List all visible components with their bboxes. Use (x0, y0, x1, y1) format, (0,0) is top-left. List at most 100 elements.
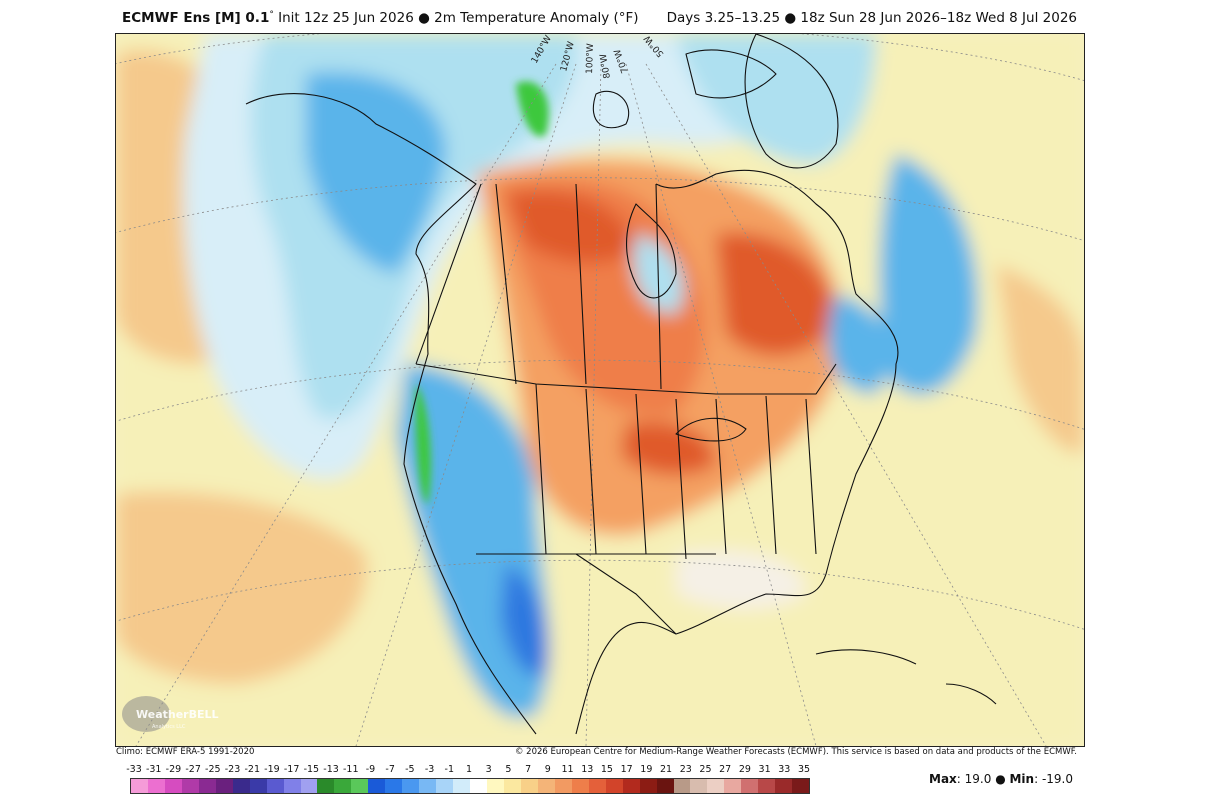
legend-swatch (724, 779, 742, 793)
legend-swatch (368, 779, 386, 793)
legend-swatch (351, 779, 369, 793)
legend-swatch (470, 779, 488, 793)
legend-label: -13 (323, 764, 339, 775)
legend-label: 13 (581, 764, 594, 775)
arctic-islands (592, 49, 777, 129)
climo-note: Climo: ECMWF ERA-5 1991-2020 (116, 747, 255, 757)
hudson-bay-coast (626, 203, 677, 299)
alaska-cool-anomaly (306, 72, 446, 274)
legend-swatch (402, 779, 420, 793)
max-min-readout: Max: 19.0 ● Min: -19.0 (929, 772, 1073, 786)
legend-swatch (164, 779, 182, 793)
model-name: ECMWF Ens [M] 0.1 (122, 10, 270, 26)
province-borders (495, 183, 662, 390)
legend-label: 19 (640, 764, 653, 775)
legend-label: -29 (165, 764, 182, 775)
legend-label: 7 (525, 764, 532, 775)
legend-label: 3 (485, 764, 492, 775)
legend-label: 9 (544, 764, 551, 775)
terrain-detail (415, 81, 549, 504)
great-lakes (675, 417, 747, 442)
legend-swatch (673, 779, 691, 793)
forecast-map: 140°W 120°W 100°W 80°W 70°W 50°W Weather… (115, 33, 1085, 747)
legend-label: 31 (758, 764, 771, 775)
legend-label: 27 (719, 764, 732, 775)
legend-label: 33 (778, 764, 791, 775)
logo-swirl (122, 696, 170, 732)
graticule-line (585, 63, 602, 746)
legend-swatch (520, 779, 538, 793)
min-label: Min (1009, 772, 1035, 786)
arctic-green-anomaly (516, 81, 549, 137)
valid-period: Days 3.25–13.25 ● 18z Sun 28 Jun 2026–18… (666, 10, 1077, 26)
legend-label: -15 (303, 764, 320, 775)
legend-swatch (775, 779, 793, 793)
degree-mark: ° (269, 10, 274, 20)
legend-swatch (334, 779, 352, 793)
legend-swatch (707, 779, 725, 793)
legend-label: 11 (561, 764, 574, 775)
legend-labels: -33 -31 -29 -27 -25 -23 -21 -19 -17 -15 -13 -11 -9 -7… (126, 764, 816, 778)
quebec-hot-spot (716, 232, 836, 356)
legend-label: 5 (505, 764, 512, 775)
anomaly-field (116, 34, 1084, 746)
legend-label: 29 (738, 764, 751, 775)
legend-label: 15 (600, 764, 613, 775)
legend-swatch (131, 779, 148, 793)
legend-swatch (605, 779, 623, 793)
cascade-green-anomaly (415, 384, 431, 504)
caribbean-islands (815, 649, 997, 705)
map-canvas: 140°W 120°W 100°W 80°W 70°W 50°W Weather… (116, 34, 1084, 746)
legend-swatch (588, 779, 606, 793)
legend-label: -11 (342, 764, 359, 775)
legend-label: -5 (405, 764, 415, 775)
mexico-cool-core (501, 564, 549, 676)
greenland-coast (744, 34, 839, 169)
legend-swatch (283, 779, 301, 793)
legend-swatch (266, 779, 284, 793)
legend-swatch (436, 779, 454, 793)
legend-label: -3 (424, 764, 435, 775)
legend-swatch (656, 779, 674, 793)
legend-swatch (741, 779, 759, 793)
legend-swatch (453, 779, 471, 793)
init-time: Init 12z 25 Jun 2026 (278, 10, 414, 26)
legend-swatch (487, 779, 504, 793)
graticule (116, 34, 1084, 746)
field-name: 2m Temperature Anomaly (°F) (434, 10, 639, 26)
legend-swatch (503, 779, 521, 793)
legend-swatch (622, 779, 640, 793)
graticule-line (116, 177, 1084, 242)
legend-label: -23 (224, 764, 241, 775)
weatherbell-logo: WeatherBELL Analytics LLC (122, 696, 219, 732)
longitude-label: 80°W (599, 53, 613, 79)
legend-colorbar (130, 778, 810, 794)
logo-sub: Analytics LLC (152, 724, 186, 730)
legend-label: -19 (264, 764, 280, 775)
legend-label: 35 (797, 764, 811, 775)
legend-swatch (571, 779, 589, 793)
legend-swatch (554, 779, 572, 793)
legend-swatch (537, 779, 555, 793)
color-legend: -33 -31 -29 -27 -25 -23 -21 -19 -17 -15 -13 -11 -9 -7… (126, 764, 816, 794)
longitude-label: 100°W (585, 43, 596, 74)
legend-label: -1 (444, 764, 455, 775)
legend-swatch (792, 779, 810, 793)
legend-swatch (758, 779, 776, 793)
legend-label: -25 (205, 764, 221, 775)
atlantic-warm-anomaly (996, 264, 1084, 454)
max-value: : 19.0 (956, 772, 992, 786)
legend-swatch (215, 779, 233, 793)
legend-label: 23 (679, 764, 692, 775)
min-value: : -19.0 (1034, 772, 1073, 786)
legend-label: -7 (385, 764, 395, 775)
legend-swatch (690, 779, 708, 793)
legend-swatch (181, 779, 199, 793)
boundaries (245, 34, 997, 735)
legend-swatch (249, 779, 267, 793)
logo-text: WeatherBELL (136, 708, 219, 721)
legend-swatch (639, 779, 657, 793)
dot-separator: ● (991, 772, 1010, 786)
coastline (245, 93, 899, 735)
map-title: ECMWF Ens [M] 0.1° Init 12z 25 Jun 2026 … (122, 10, 639, 26)
